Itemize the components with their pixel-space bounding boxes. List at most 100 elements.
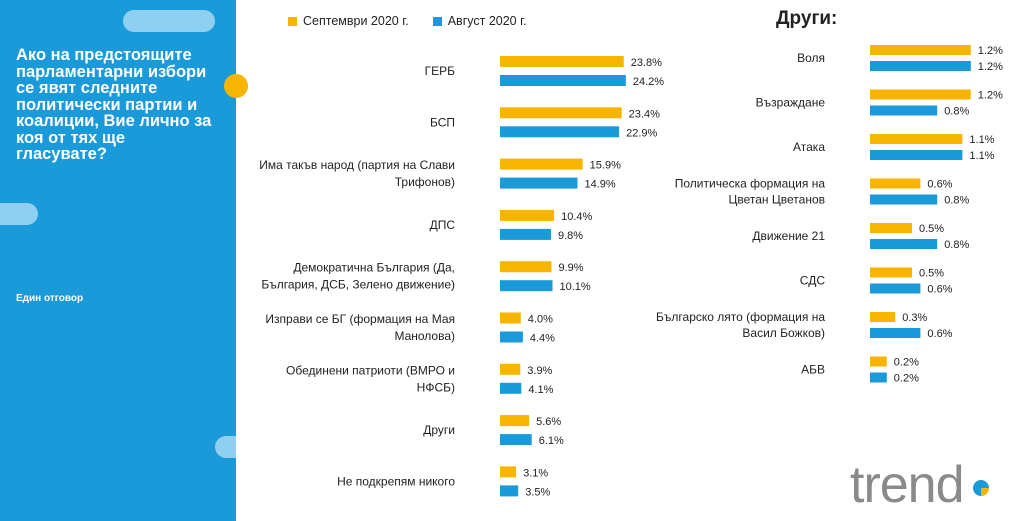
category-label: Не подкрепям никого	[337, 474, 455, 488]
category-label: Има такъв народ (партия на Слави	[259, 158, 455, 172]
category-label: Обединени патриоти (ВМРО и	[286, 363, 455, 377]
bar-september	[500, 363, 521, 375]
data-label: 0.2%	[894, 357, 919, 369]
data-label: 3.9%	[527, 365, 552, 377]
data-label: 15.9%	[590, 160, 621, 172]
data-label: 10.4%	[561, 211, 592, 223]
category-label: Демократична България (Да,	[293, 261, 455, 275]
category-label: Воля	[797, 51, 825, 65]
bar-august	[500, 126, 620, 138]
category-label: Възраждане	[756, 96, 826, 110]
data-label: 9.8%	[558, 230, 583, 242]
answer-type-label: Един отговор	[16, 293, 84, 304]
data-label: 0.3%	[902, 312, 927, 324]
bar-september	[870, 134, 963, 144]
category-label: Манолова)	[394, 329, 455, 343]
legend-item-august: Август 2020 г.	[432, 14, 527, 28]
data-label: 0.5%	[919, 268, 944, 280]
bar-september	[500, 209, 555, 221]
data-label: 14.9%	[584, 179, 615, 191]
category-label: НФСБ)	[417, 380, 455, 394]
data-label: 22.9%	[626, 127, 657, 139]
legend-swatch-august	[432, 16, 442, 26]
bar-september	[500, 107, 622, 119]
bar-august	[870, 105, 938, 116]
decorative-pill-bottom	[215, 436, 236, 458]
bar-august	[500, 485, 519, 497]
bar-august	[500, 228, 551, 240]
data-label: 0.5%	[919, 223, 944, 235]
bar-august	[870, 239, 938, 249]
bar-august	[870, 61, 971, 71]
category-label: АБВ	[801, 363, 825, 377]
bar-august	[500, 331, 523, 343]
category-label: Трифонов)	[395, 175, 455, 189]
bar-september	[500, 56, 624, 67]
decorative-pill-middle	[0, 203, 38, 225]
category-label: Атака	[793, 140, 825, 154]
decorative-dot	[224, 74, 248, 98]
sidebar-panel: Ако на предстоящите парламентарни избори…	[0, 0, 236, 521]
category-label: ДПС	[430, 218, 456, 232]
bar-september	[870, 45, 971, 55]
bar-august	[870, 194, 938, 205]
category-label: Васил Божков)	[742, 326, 825, 340]
data-label: 1.1%	[969, 134, 994, 146]
category-label: Цветан Цветанов	[729, 193, 826, 207]
bar-august	[870, 283, 921, 294]
survey-question: Ако на предстоящите парламентарни избори…	[16, 46, 212, 163]
bar-september	[870, 89, 971, 100]
data-label: 0.6%	[927, 328, 952, 340]
right-chart-title: Други:	[776, 8, 838, 29]
data-label: 5.6%	[536, 416, 561, 428]
data-label: 0.8%	[944, 106, 969, 118]
data-label: 23.8%	[631, 57, 662, 69]
data-label: 9.9%	[558, 262, 583, 274]
legend-label-august: Август 2020 г.	[447, 14, 527, 28]
bar-september	[870, 356, 887, 367]
data-label: 10.1%	[560, 281, 591, 293]
data-label: 1.2%	[978, 61, 1003, 73]
category-label: СДС	[800, 274, 826, 288]
data-label: 1.2%	[978, 45, 1003, 57]
data-label: 3.5%	[525, 486, 550, 498]
legend-item-september: Септември 2020 г.	[288, 14, 409, 28]
data-label: 0.8%	[944, 195, 969, 207]
data-label: 3.1%	[523, 467, 548, 479]
data-label: 24.2%	[633, 76, 664, 88]
bar-august	[870, 150, 963, 160]
bar-september	[870, 267, 912, 278]
trend-logo: trend	[850, 458, 989, 512]
data-label: 0.6%	[927, 179, 952, 191]
data-label: 1.2%	[978, 90, 1003, 102]
main-bar-chart: ГЕРБ 23.8% 24.2% БСП 23.4% 22.9% Има такъв нар…	[259, 56, 664, 498]
data-label: 4.4%	[530, 333, 555, 345]
logo-text: trend	[850, 458, 964, 512]
data-label: 1.1%	[969, 150, 994, 162]
bar-august	[500, 280, 553, 292]
bar-august	[500, 177, 578, 189]
category-label: Други	[423, 423, 455, 437]
category-label: Българско лято (формация на	[656, 310, 825, 324]
bar-september	[500, 158, 583, 170]
data-label: 0.6%	[927, 284, 952, 296]
data-label: 4.0%	[528, 314, 553, 326]
chart-legend: Септември 2020 г. Август 2020 г.	[288, 14, 527, 28]
bar-august	[500, 434, 532, 446]
logo-accent-slice-icon	[981, 488, 989, 496]
category-label: Политическа формация на	[675, 177, 826, 191]
data-label: 23.4%	[629, 108, 660, 120]
bar-september	[500, 415, 530, 427]
data-label: 0.8%	[944, 239, 969, 251]
category-label: ГЕРБ	[425, 64, 456, 78]
bar-august	[870, 372, 887, 383]
category-label: България, ДСБ, Зелено движение)	[261, 278, 455, 292]
data-label: 4.1%	[528, 384, 553, 396]
category-label: БСП	[430, 115, 455, 129]
bar-august	[500, 75, 626, 86]
category-label: Изправи се БГ (формация на Мая	[265, 312, 455, 326]
legend-label-september: Септември 2020 г.	[303, 14, 409, 28]
bar-september	[500, 261, 552, 273]
bar-september	[870, 223, 912, 233]
decorative-pill-top	[123, 10, 215, 32]
